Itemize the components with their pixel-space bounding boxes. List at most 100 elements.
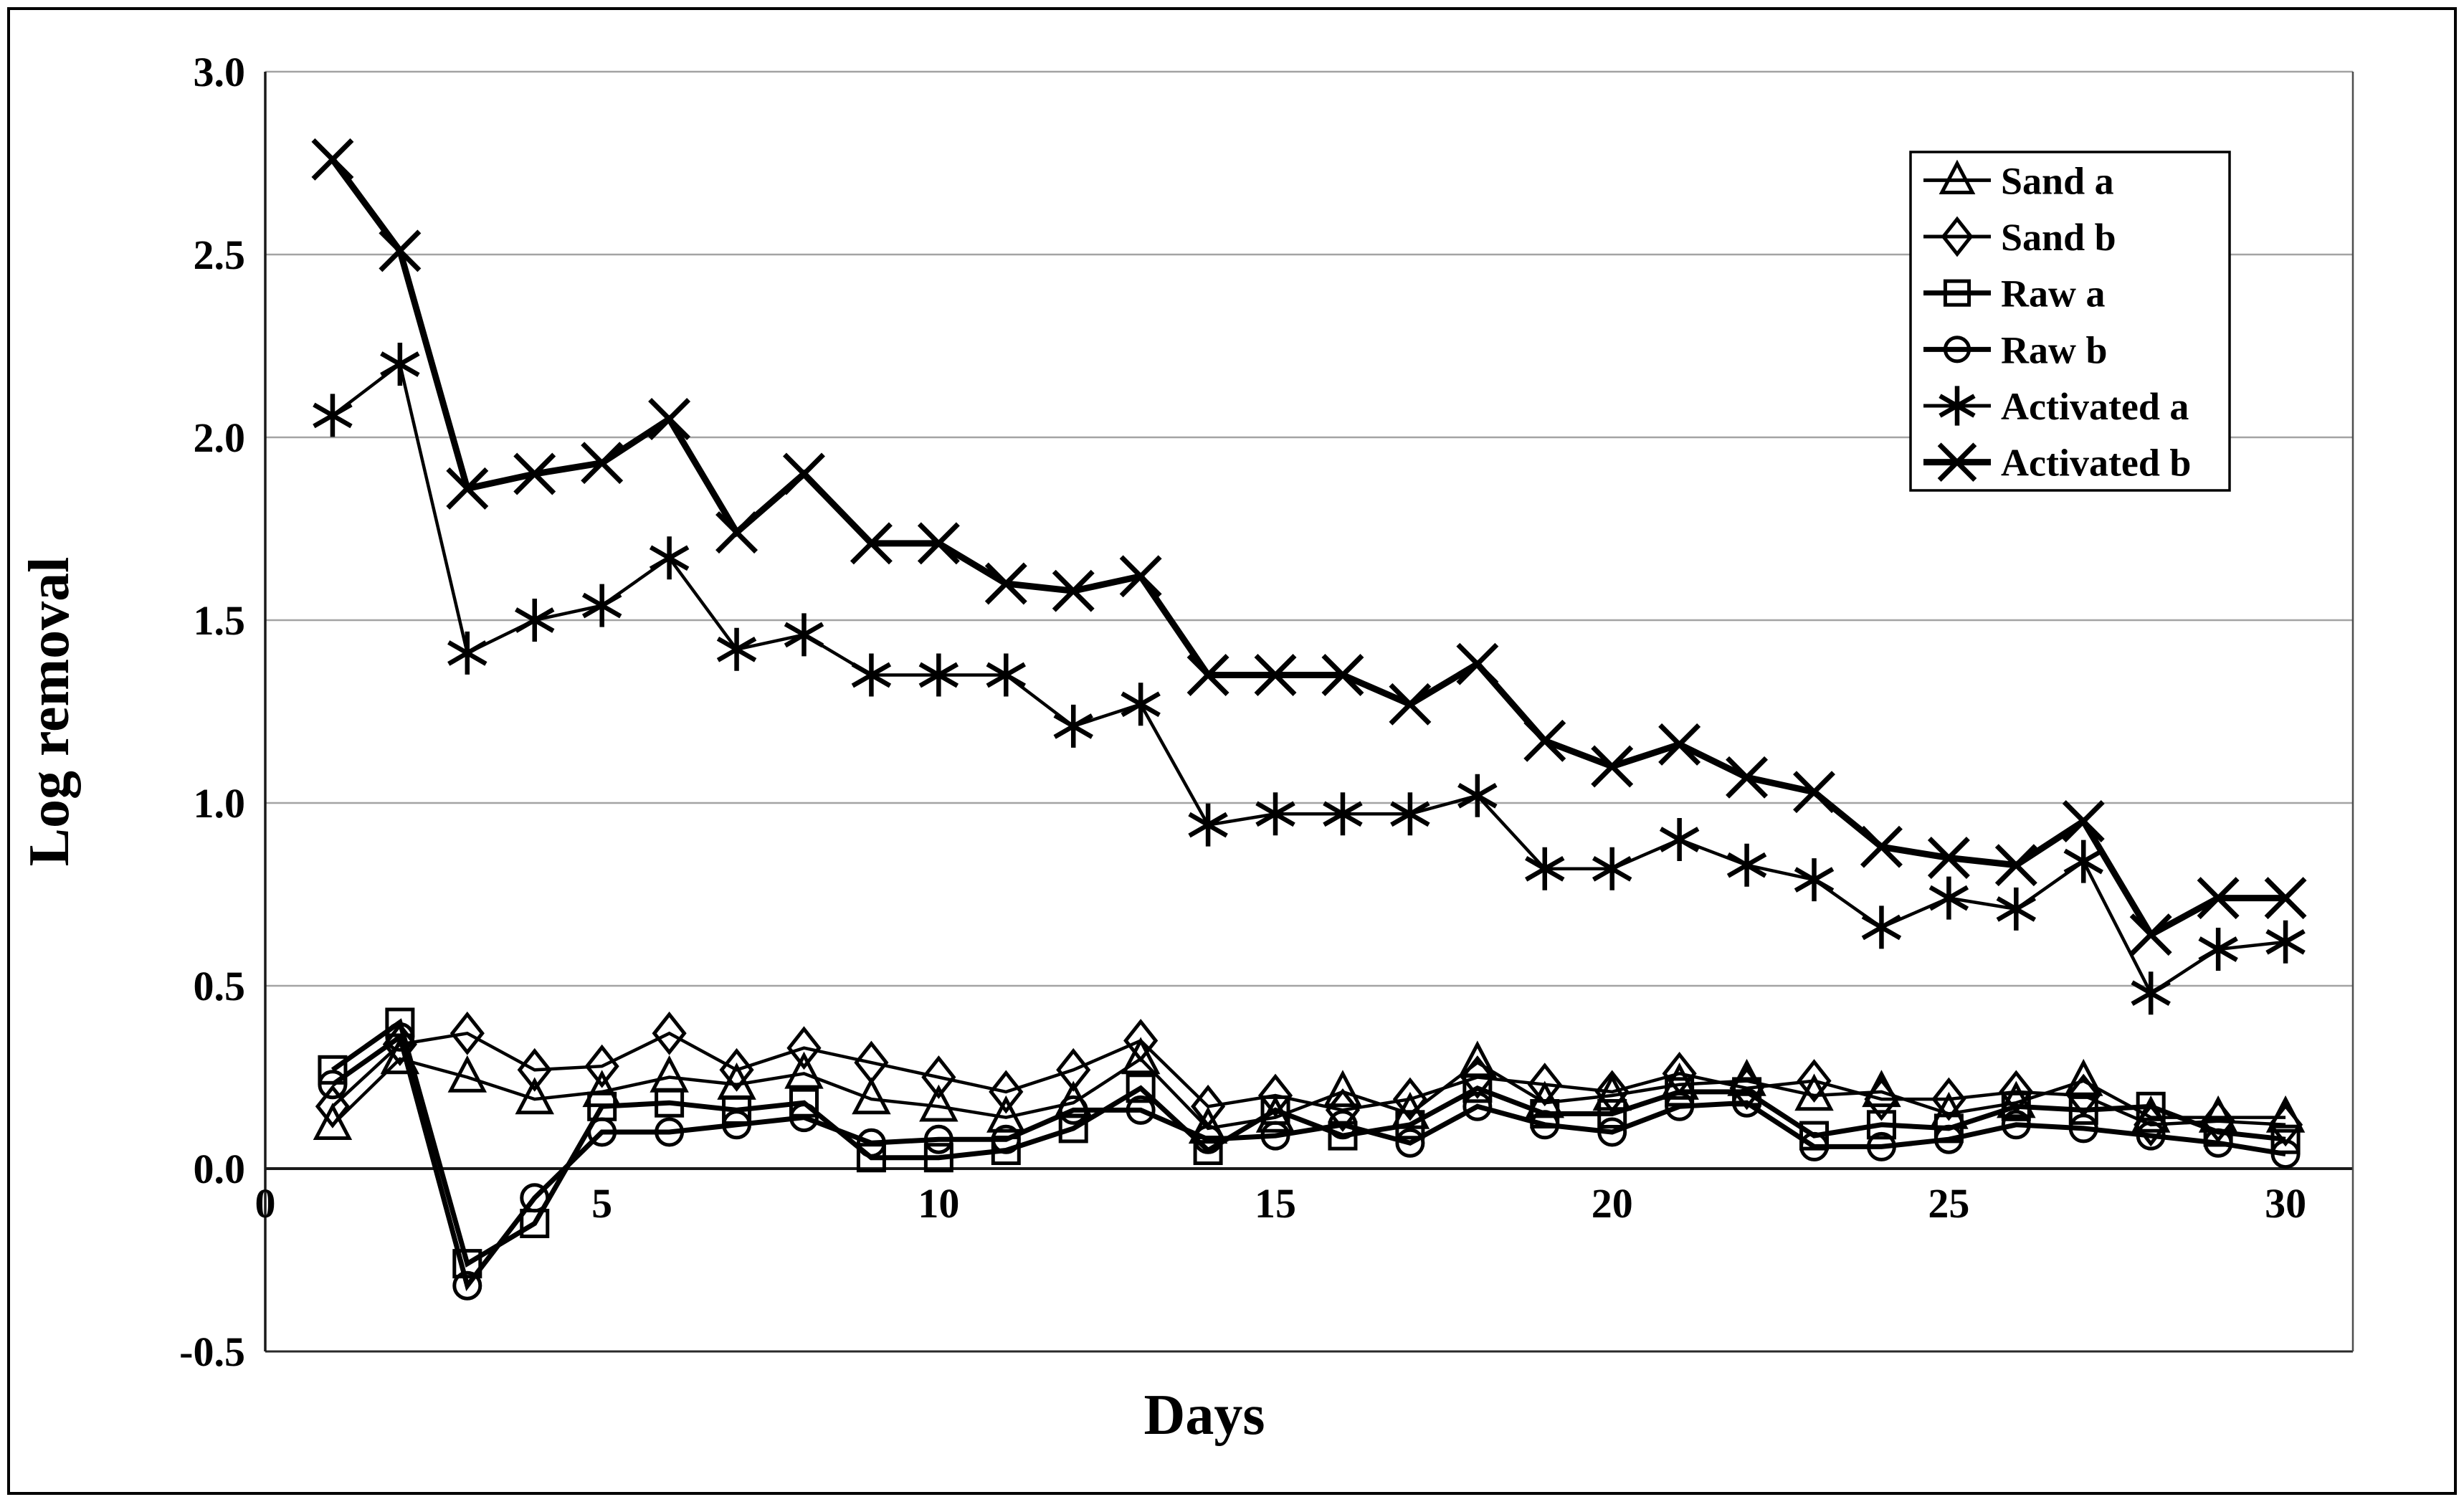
marker-sand-b (1392, 1077, 1427, 1121)
asterisk-stroke (313, 402, 353, 429)
asterisk-stroke (1939, 394, 1976, 418)
marker-activated-b (1321, 654, 1364, 696)
legend-label-activated-b: Activated b (2001, 442, 2191, 485)
x-stroke (1456, 642, 1499, 685)
marker-raw-b (520, 1183, 550, 1213)
x-stroke (1927, 837, 1970, 879)
marker-sand-a (447, 1055, 487, 1093)
asterisk-stroke (2265, 928, 2306, 955)
marker-activated-b (1389, 683, 1432, 726)
asterisk-stroke (1592, 855, 1632, 882)
marker-raw-b (1866, 1131, 1896, 1161)
marker-activated-b (1119, 555, 1162, 598)
asterisk-stroke (1457, 782, 1498, 809)
marker-activated-b (783, 452, 825, 495)
marker-raw-b (1058, 1095, 1088, 1125)
marker-activated-b (715, 511, 758, 554)
x-stroke (984, 562, 1027, 605)
marker-sand-a (852, 1077, 891, 1115)
marker-activated-a (447, 631, 487, 675)
x-stroke (1523, 719, 1566, 762)
asterisk-stroke (1861, 914, 1902, 941)
marker-raw-a (2001, 1091, 2031, 1121)
marker-activated-a (716, 627, 757, 671)
x-stroke (648, 398, 691, 440)
x-stroke (715, 511, 758, 554)
marker-sand-b (1931, 1077, 1966, 1121)
marker-raw-a (1462, 1073, 1493, 1103)
asterisk-stroke (515, 607, 555, 633)
marker-activated-a (851, 653, 892, 697)
x-stroke (783, 452, 825, 495)
legend-item-raw-a: Raw a (1923, 272, 2106, 315)
marker-activated-a (1928, 876, 1969, 920)
x-stroke (1186, 654, 1229, 696)
marker-raw-b (722, 1110, 752, 1140)
marker-sand-b (1257, 1073, 1293, 1118)
marker-activated-a (1592, 847, 1632, 890)
marker-sand-b (449, 1011, 485, 1055)
x-stroke (1726, 756, 1769, 799)
marker-activated-a (1726, 843, 1767, 887)
x-stroke (1254, 654, 1297, 696)
marker-activated-b (1523, 719, 1566, 762)
legend-label-raw-a: Raw a (2001, 272, 2106, 315)
marker-activated-b (2197, 877, 2240, 920)
marker-raw-b (587, 1117, 617, 1147)
marker-raw-a (923, 1143, 953, 1173)
x-tick-label: 25 (1928, 1180, 1969, 1227)
marker-raw-a (655, 1088, 685, 1118)
y-tick-label: 1.5 (194, 597, 246, 644)
x-stroke (1658, 723, 1701, 766)
asterisk-stroke (649, 545, 690, 571)
marker-activated-a (515, 599, 555, 642)
y-tick-label: 0.5 (194, 963, 246, 1009)
marker-raw-b (452, 1270, 482, 1301)
x-stroke (311, 138, 354, 181)
asterisk-stroke (851, 662, 892, 688)
marker-raw-b (856, 1128, 886, 1158)
marker-raw-b (655, 1117, 685, 1147)
marker-raw-b (1597, 1117, 1627, 1147)
marker-activated-b (2062, 800, 2105, 842)
figure-border (7, 7, 2457, 1495)
marker-activated-b (1658, 723, 1701, 766)
marker-raw-b (318, 1070, 348, 1100)
marker-activated-b (1052, 569, 1095, 612)
marker-raw-a (1395, 1110, 1425, 1140)
marker-activated-b (1186, 654, 1229, 696)
marker-activated-b (1994, 844, 2037, 887)
series-line-activated-b (330, 157, 2286, 939)
x-stroke (1591, 745, 1634, 788)
x-stroke (1389, 683, 1432, 726)
asterisk-stroke (380, 351, 420, 377)
marker-activated-b (1591, 745, 1634, 788)
y-tick-label: 2.0 (194, 414, 246, 461)
marker-raw-b (1126, 1095, 1156, 1125)
marker-sand-b (1123, 1019, 1159, 1063)
marker-activated-a (1255, 792, 1295, 836)
y-tick-label: 1.0 (194, 780, 246, 827)
marker-sand-b (921, 1055, 956, 1099)
asterisk-stroke (1525, 855, 1565, 882)
legend: Sand a Sand b Raw a Raw b Activated a Activat… (1909, 151, 2231, 492)
marker-activated-a (1996, 887, 2037, 931)
marker-raw-b (1462, 1091, 1493, 1121)
marker-activated-b (1254, 654, 1297, 696)
marker-activated-a (1053, 704, 1093, 748)
marker-sand-a (515, 1077, 554, 1115)
marker-activated-b (984, 562, 1027, 605)
x-stroke (2197, 877, 2240, 920)
marker-activated-a (986, 653, 1027, 697)
y-axis-tick-labels: 3.0 2.5 2.0 1.5 1.0 0.5 0.0 -0.5 (179, 49, 245, 1375)
legend-label-sand-b: Sand b (2001, 216, 2116, 259)
marker-activated-b (513, 452, 556, 495)
x-stroke (1321, 654, 1364, 696)
x-stroke (581, 442, 624, 485)
marker-raw-b (2270, 1139, 2301, 1169)
x-tick-label: 5 (591, 1180, 612, 1227)
legend-marker-activated-a (1939, 386, 1976, 426)
marker-activated-a (313, 394, 353, 437)
x-axis-tick-labels: 0 5 10 15 20 25 30 (255, 1180, 2307, 1227)
marker-sand-b (854, 1040, 889, 1085)
